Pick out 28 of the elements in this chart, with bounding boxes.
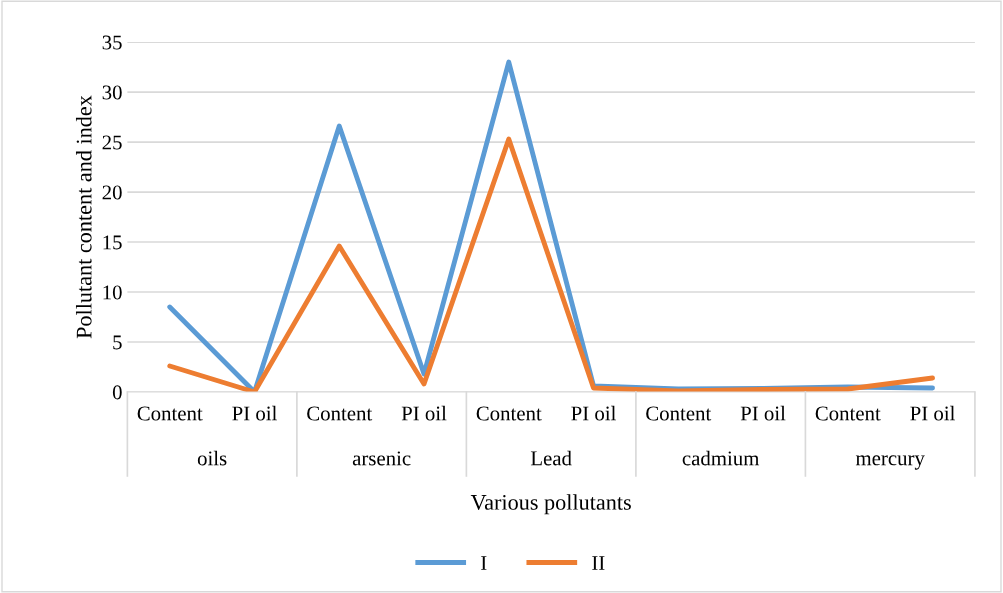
y-tick-label: 10	[103, 285, 122, 300]
x-tick-label: Content	[137, 406, 203, 421]
x-tick-label: Content	[815, 406, 881, 421]
text: mercury	[855, 455, 925, 470]
y-tick-label: 30	[102, 85, 122, 100]
y-tick-label: 25	[102, 135, 122, 150]
text: oils	[197, 450, 227, 466]
x-tick-label: Content	[646, 406, 712, 421]
y-tick-label: 15	[103, 235, 122, 250]
x-tick-label: PI oil	[740, 405, 786, 421]
x-tick-label: Content	[476, 406, 542, 421]
legend-label: II	[592, 556, 605, 570]
y-tick-label: 0	[112, 385, 122, 400]
text: arsenic	[352, 451, 411, 466]
y-axis-title: Pollutant content and index	[75, 95, 92, 339]
text: Lead	[530, 450, 572, 466]
y-tick-label: 5	[113, 335, 122, 350]
text: cadmium	[682, 450, 760, 466]
x-tick-label: PI oil	[401, 405, 447, 421]
x-tick-label: PI oil	[232, 405, 277, 421]
x-tick-label: Content	[307, 406, 373, 421]
y-tick-label: 35	[102, 35, 122, 50]
legend-label: I	[481, 556, 487, 570]
x-axis-title: Various pollutants	[470, 494, 631, 515]
x-tick-label: PI oil	[910, 405, 955, 421]
y-tick-label: 20	[102, 185, 122, 200]
line-series	[167, 136, 935, 392]
x-tick-label: PI oil	[571, 405, 616, 421]
